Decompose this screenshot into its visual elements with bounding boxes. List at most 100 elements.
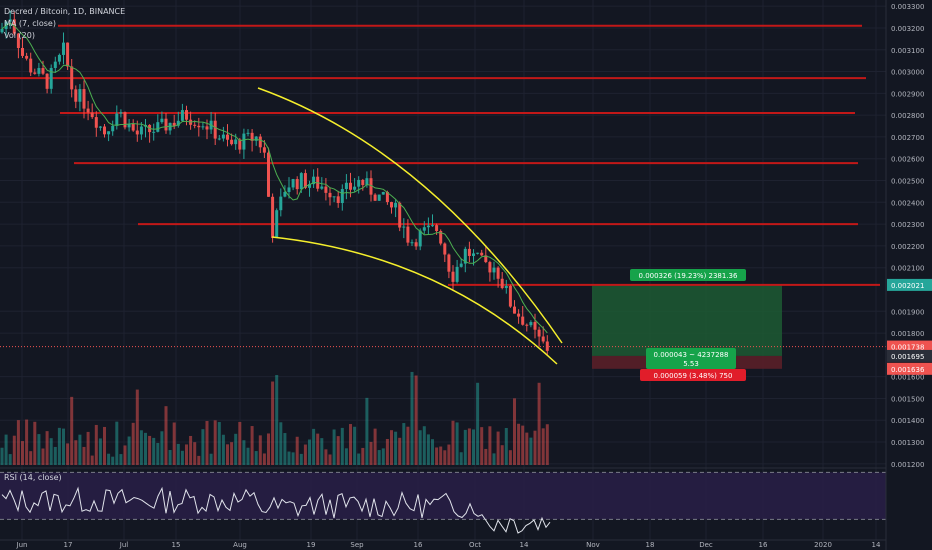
time-tick-label: Oct: [469, 541, 481, 549]
volume-bar: [316, 433, 320, 465]
channel-upper: [257, 87, 563, 344]
volume-bar: [25, 419, 29, 465]
candle-body: [152, 131, 156, 133]
candle-body: [357, 179, 361, 187]
rsi-pane: 60.0040.0020.00: [0, 471, 912, 536]
volume-bar: [422, 426, 426, 465]
candle-body: [385, 191, 389, 203]
candle-body: [447, 254, 451, 272]
volume-bar: [402, 423, 406, 465]
candle-body: [517, 313, 521, 317]
candle-body: [41, 68, 45, 74]
volume-bar: [262, 453, 266, 465]
volume-bar: [381, 448, 385, 465]
candle-body: [258, 136, 262, 148]
volume-bar: [74, 440, 78, 465]
candle-body: [312, 176, 316, 185]
symbol-title[interactable]: Decred / Bitcoin, 1D, BINANCE: [4, 7, 126, 16]
volume-bar: [484, 448, 488, 465]
volume-bar: [98, 438, 102, 465]
volume-bar: [193, 442, 197, 465]
volume-bar: [49, 438, 53, 465]
volume-bar: [480, 427, 484, 465]
candle-body: [496, 267, 500, 279]
price-tick-label: 0.002900: [891, 90, 924, 98]
volume-bar: [537, 382, 541, 465]
target-label-text: 0.000326 (19.23%) 2381.36: [639, 272, 738, 280]
candle-body: [467, 248, 471, 256]
volume-bar: [439, 446, 443, 465]
volume-bar: [62, 428, 65, 465]
candle-body: [86, 108, 90, 113]
volume-bar: [410, 371, 414, 465]
candle-body: [545, 341, 549, 351]
volume-bar: [205, 420, 209, 465]
volume-bar: [295, 436, 299, 465]
volume-bar: [16, 420, 20, 465]
volume-bar: [291, 452, 295, 465]
candle-body: [295, 179, 299, 190]
time-tick-label: 15: [172, 541, 181, 549]
candle-body: [25, 55, 29, 59]
candle-body: [107, 131, 111, 135]
volume-bar: [508, 450, 512, 465]
volume-bar: [111, 456, 115, 465]
candle-body: [283, 191, 287, 197]
candle-body: [135, 130, 139, 135]
volume-bar: [0, 447, 4, 465]
price-tick-label: 0.001300: [891, 439, 924, 447]
candle-body: [455, 266, 459, 282]
volume-bar: [107, 453, 111, 465]
candle-body: [98, 126, 102, 128]
candle-body: [328, 192, 332, 198]
target-label-box: [630, 269, 746, 281]
candle-body: [90, 112, 94, 118]
candle-body: [308, 184, 311, 188]
candle-body: [402, 226, 406, 228]
candle-body: [324, 186, 328, 193]
time-tick-label: 17: [64, 541, 73, 549]
volume-bar: [332, 429, 336, 465]
volume-bar: [217, 422, 221, 465]
price-label-text: 0.001636: [891, 366, 925, 374]
price-tick-label: 0.002100: [891, 265, 924, 273]
volume-bar: [455, 422, 459, 465]
volume-bar: [180, 450, 184, 465]
candle-body: [49, 67, 53, 89]
candle-body: [299, 173, 303, 190]
channel-lower: [271, 236, 558, 365]
candle-body: [33, 72, 37, 74]
price-tick-label: 0.002700: [891, 134, 924, 142]
candle-body: [201, 126, 205, 128]
volume-bar: [90, 455, 94, 465]
candle-body: [103, 126, 106, 135]
time-tick-label: 14: [872, 541, 881, 549]
ma-legend[interactable]: MA (7, close): [4, 19, 56, 28]
volume-bar: [369, 441, 373, 465]
time-tick-label: Sep: [350, 541, 364, 549]
candle-body: [525, 324, 529, 326]
candle-body: [435, 225, 439, 232]
volume-bar: [435, 447, 439, 465]
vol-legend[interactable]: Vol (20): [4, 31, 35, 40]
candle-body: [267, 152, 270, 197]
volume-bar: [131, 422, 135, 465]
volume-bar: [160, 431, 164, 465]
volume-bar: [156, 442, 160, 465]
time-tick-label: 18: [646, 541, 655, 549]
volume-bar: [431, 439, 434, 465]
volume-bar: [123, 445, 127, 465]
time-tick-label: Jul: [119, 541, 129, 549]
volume-bar: [271, 381, 275, 465]
rsi-legend[interactable]: RSI (14, close): [4, 473, 62, 482]
volume-bar: [164, 406, 168, 465]
volume-bar: [525, 432, 529, 465]
candle-body: [398, 202, 402, 228]
price-tick-label: 0.002800: [891, 112, 924, 120]
price-tick-label: 0.001900: [891, 308, 924, 316]
candle-body: [533, 322, 537, 330]
time-tick-label: 19: [307, 541, 316, 549]
candle-body: [275, 210, 279, 238]
price-axis-bg: [886, 0, 932, 550]
